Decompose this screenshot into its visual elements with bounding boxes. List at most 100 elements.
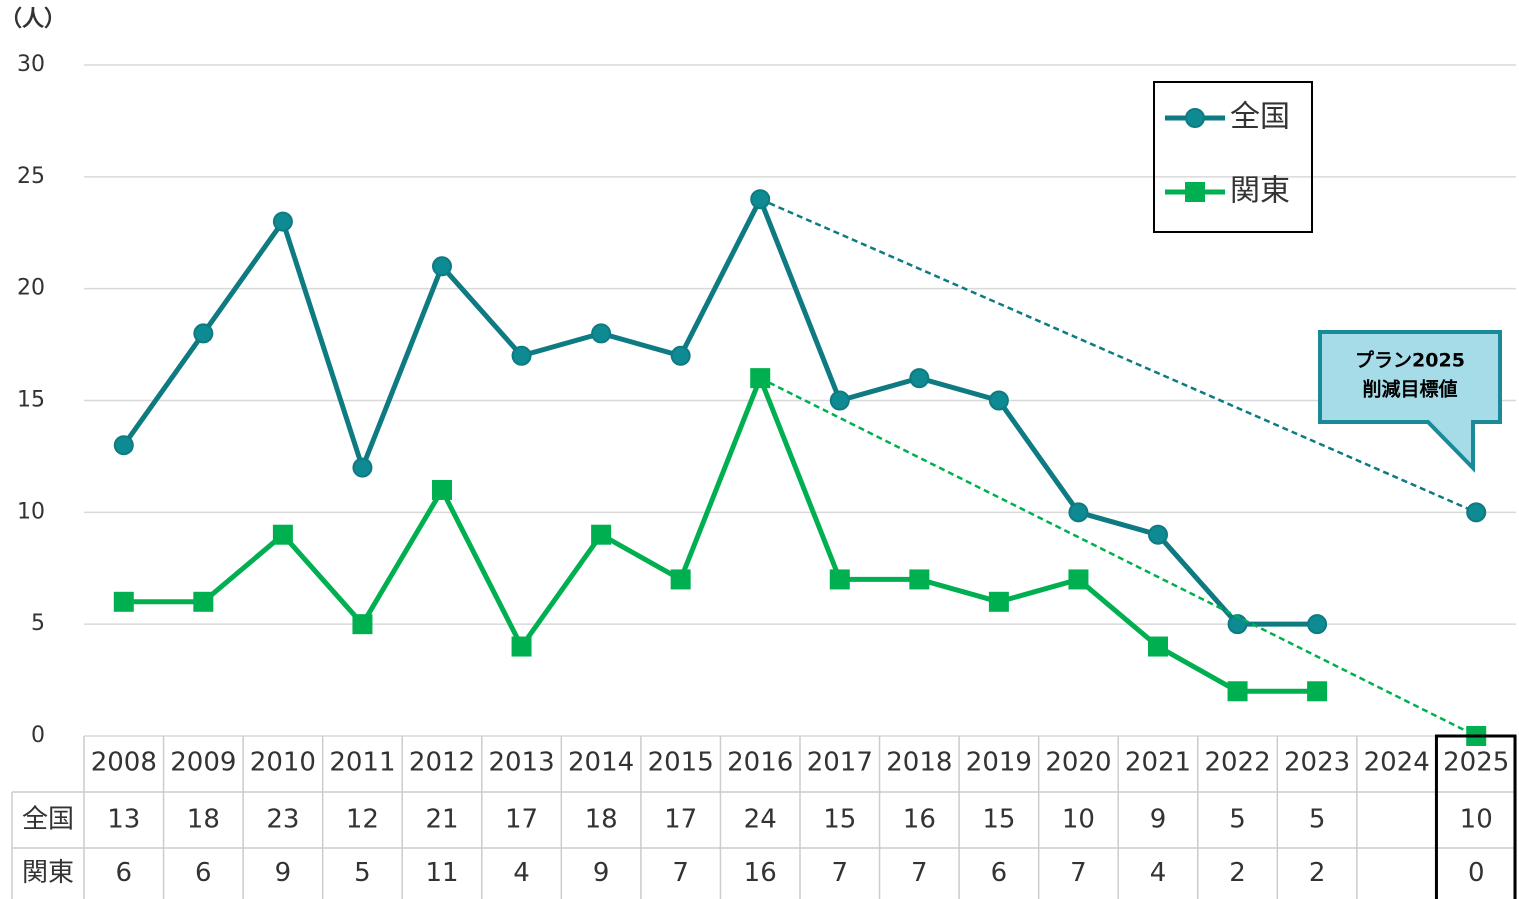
y-tick-label: 5	[31, 611, 45, 636]
callout	[1318, 330, 1502, 473]
marker	[113, 435, 134, 456]
marker	[1068, 502, 1089, 523]
table-cell: 7	[832, 858, 849, 888]
target-box	[1434, 734, 1517, 899]
x-tick-label: 2025	[1443, 748, 1509, 778]
marker	[193, 591, 214, 612]
table-cell: 4	[513, 858, 530, 888]
table-cell: 13	[107, 805, 140, 835]
table-row-label: 全国	[22, 805, 74, 835]
y-tick-label: 25	[17, 164, 45, 189]
table-cell: 7	[911, 858, 928, 888]
y-tick-label: 20	[17, 276, 45, 301]
table-cell: 7	[1070, 858, 1087, 888]
marker	[1068, 569, 1089, 590]
table-cell: 11	[425, 858, 458, 888]
trend-line	[759, 377, 1477, 738]
marker	[1148, 524, 1168, 545]
series-line	[124, 199, 1476, 624]
table-cell: 9	[1150, 805, 1167, 835]
marker	[272, 524, 293, 545]
marker	[591, 323, 612, 344]
trend-line	[759, 198, 1477, 514]
table-cell: 9	[593, 858, 610, 888]
table-cell: 5	[354, 858, 371, 888]
legend-label: 全国	[1230, 100, 1290, 135]
x-tick-label: 2016	[727, 748, 793, 778]
table-cell: 12	[346, 805, 379, 835]
x-tick-label: 2008	[91, 748, 157, 778]
annotation: 削減目標値	[1362, 378, 1457, 401]
legend-marker	[1185, 108, 1205, 128]
x-tick-label: 2013	[488, 748, 554, 778]
marker	[511, 636, 532, 657]
marker	[193, 323, 214, 344]
marker	[1227, 614, 1248, 635]
marker	[352, 614, 373, 635]
y-tick-label: 0	[31, 723, 45, 748]
table-cell: 9	[275, 858, 292, 888]
x-tick-label: 2017	[807, 748, 873, 778]
x-tick-label: 2011	[329, 748, 395, 778]
table-cell: 15	[823, 805, 856, 835]
x-tick-label: 2021	[1125, 748, 1191, 778]
y-tick-label: 10	[17, 499, 45, 524]
y-axis-label: （人）	[0, 7, 66, 32]
table-cell: 24	[744, 805, 777, 835]
marker	[1307, 681, 1328, 702]
table-cell: 18	[585, 805, 618, 835]
table-cell: 10	[1062, 805, 1095, 835]
table-cell: 6	[195, 858, 212, 888]
legend-marker	[1185, 182, 1205, 202]
legend-box	[1153, 81, 1313, 233]
table-cell: 5	[1309, 805, 1326, 835]
series-line	[124, 378, 1476, 736]
x-tick-label: 2019	[966, 748, 1032, 778]
marker	[1148, 636, 1168, 657]
y-tick-label: 15	[17, 388, 45, 413]
marker	[1227, 681, 1248, 702]
table-cell: 23	[266, 805, 299, 835]
x-tick-label: 2023	[1284, 748, 1350, 778]
marker	[113, 591, 134, 612]
x-tick-label: 2014	[568, 748, 634, 778]
x-tick-label: 2018	[886, 748, 952, 778]
x-tick-label: 2012	[409, 748, 475, 778]
marker	[750, 368, 771, 389]
marker	[591, 524, 612, 545]
marker	[829, 569, 850, 590]
marker	[1466, 502, 1487, 523]
marker	[272, 211, 293, 232]
table-cell: 21	[425, 805, 458, 835]
table-cell: 2	[1229, 858, 1246, 888]
x-tick-label: 2015	[648, 748, 714, 778]
x-tick-label: 2020	[1045, 748, 1111, 778]
table-cell: 6	[116, 858, 133, 888]
marker	[670, 569, 691, 590]
table-cell: 5	[1229, 805, 1246, 835]
legend-label: 関東	[1230, 174, 1290, 209]
table-cell: 4	[1150, 858, 1167, 888]
table-cell: 6	[991, 858, 1008, 888]
marker	[909, 368, 930, 389]
table-cell: 17	[664, 805, 697, 835]
table-cell: 2	[1309, 858, 1326, 888]
table-cell: 17	[505, 805, 538, 835]
marker	[909, 569, 930, 590]
table-cell: 15	[982, 805, 1015, 835]
annotation: プラン2025	[1355, 349, 1465, 372]
table-row-label: 関東	[22, 858, 74, 888]
marker	[352, 457, 373, 478]
marker	[511, 345, 532, 366]
marker	[432, 256, 452, 277]
x-tick-label: 2022	[1204, 748, 1270, 778]
marker	[750, 189, 771, 210]
table-cell: 10	[1460, 805, 1493, 835]
table-cell: 16	[903, 805, 936, 835]
marker	[829, 390, 850, 411]
marker	[1307, 614, 1328, 635]
table-cell: 7	[672, 858, 689, 888]
table-cell: 0	[1468, 858, 1485, 888]
marker	[670, 345, 691, 366]
